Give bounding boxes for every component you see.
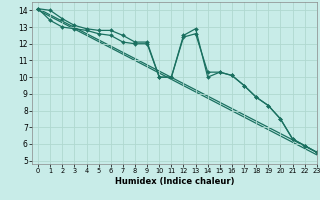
X-axis label: Humidex (Indice chaleur): Humidex (Indice chaleur): [115, 177, 234, 186]
